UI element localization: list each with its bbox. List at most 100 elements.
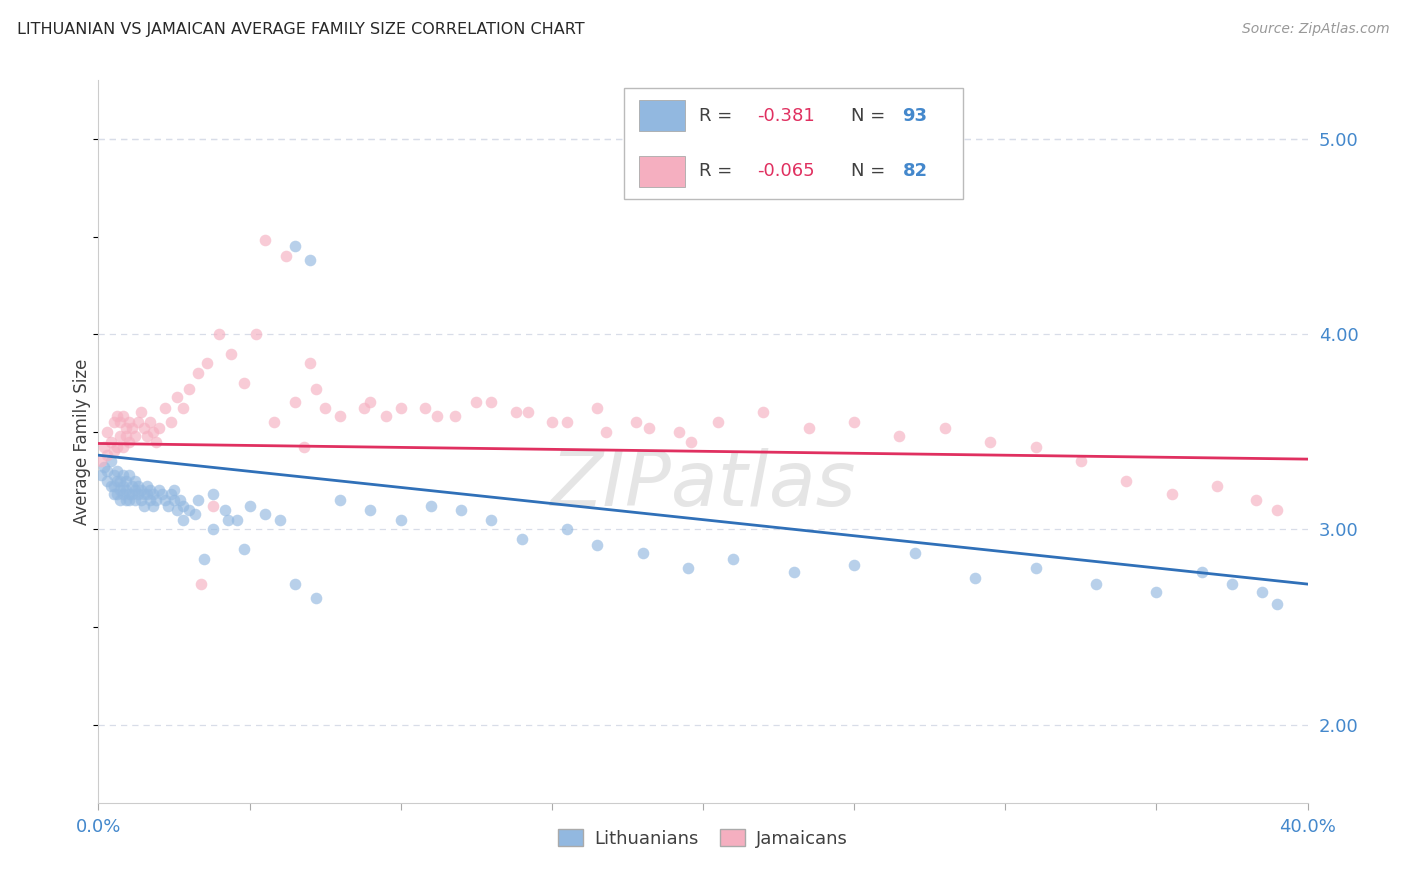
Point <box>202 487 225 501</box>
Point <box>108 428 131 442</box>
Point <box>676 561 699 575</box>
Point <box>1085 577 1108 591</box>
Point <box>305 591 328 605</box>
Text: ZIPatlas: ZIPatlas <box>550 448 856 522</box>
Point <box>245 327 267 342</box>
Point <box>844 415 866 429</box>
Point <box>96 425 118 439</box>
Point <box>965 571 987 585</box>
Point <box>193 551 215 566</box>
Point <box>129 483 152 498</box>
Point <box>668 425 690 439</box>
Point <box>105 464 128 478</box>
Point <box>124 474 146 488</box>
Point <box>105 441 128 455</box>
Point <box>121 421 143 435</box>
FancyBboxPatch shape <box>624 87 963 200</box>
Point <box>108 415 131 429</box>
Point <box>90 454 112 468</box>
Point <box>166 390 188 404</box>
Point <box>172 499 194 513</box>
Point <box>595 425 617 439</box>
Point <box>132 499 155 513</box>
Point <box>263 415 285 429</box>
Y-axis label: Average Family Size: Average Family Size <box>73 359 91 524</box>
Point <box>516 405 538 419</box>
Point <box>124 493 146 508</box>
Point <box>153 493 176 508</box>
Point <box>360 395 382 409</box>
Point <box>190 577 212 591</box>
Point <box>292 441 315 455</box>
Point <box>208 327 231 342</box>
Point <box>979 434 1001 449</box>
Point <box>127 487 149 501</box>
Point <box>253 234 276 248</box>
Point <box>111 487 134 501</box>
Point <box>139 483 162 498</box>
Text: R =: R = <box>699 106 738 125</box>
Point <box>103 487 125 501</box>
Point <box>269 513 291 527</box>
Point <box>184 507 207 521</box>
Point <box>96 464 118 478</box>
Point <box>163 493 186 508</box>
Point <box>187 366 209 380</box>
Point <box>889 428 911 442</box>
Point <box>232 376 254 390</box>
Point <box>142 487 165 501</box>
FancyBboxPatch shape <box>638 156 685 187</box>
Point <box>314 401 336 416</box>
Point <box>127 479 149 493</box>
Point <box>1024 561 1046 575</box>
Point <box>121 479 143 493</box>
Point <box>135 479 157 493</box>
Point <box>114 474 136 488</box>
Point <box>172 513 194 527</box>
Point <box>111 441 134 455</box>
Point <box>1115 474 1137 488</box>
Text: LITHUANIAN VS JAMAICAN AVERAGE FAMILY SIZE CORRELATION CHART: LITHUANIAN VS JAMAICAN AVERAGE FAMILY SI… <box>17 22 585 37</box>
Point <box>444 409 467 424</box>
Point <box>139 493 162 508</box>
Point <box>586 401 609 416</box>
Point <box>481 395 503 409</box>
Point <box>103 479 125 493</box>
Point <box>389 401 412 416</box>
Point <box>118 487 141 501</box>
Text: N =: N = <box>851 106 890 125</box>
Point <box>752 405 775 419</box>
Point <box>121 487 143 501</box>
Point <box>96 474 118 488</box>
Point <box>505 405 527 419</box>
Point <box>329 409 352 424</box>
Point <box>723 551 745 566</box>
Text: Source: ZipAtlas.com: Source: ZipAtlas.com <box>1241 22 1389 37</box>
Point <box>631 546 654 560</box>
Point <box>150 487 173 501</box>
Point <box>934 421 956 435</box>
Point <box>420 499 443 513</box>
Point <box>145 493 167 508</box>
Point <box>172 401 194 416</box>
Point <box>510 532 533 546</box>
Point <box>118 493 141 508</box>
Point <box>100 454 122 468</box>
Point <box>202 499 225 513</box>
Point <box>187 493 209 508</box>
Point <box>1070 454 1092 468</box>
Point <box>108 493 131 508</box>
Point <box>142 425 165 439</box>
Point <box>555 523 578 537</box>
Point <box>93 459 115 474</box>
Point <box>111 467 134 482</box>
Point <box>214 503 236 517</box>
Point <box>103 444 125 458</box>
Point <box>114 428 136 442</box>
Point <box>299 356 322 370</box>
Point <box>626 415 648 429</box>
Point <box>111 409 134 424</box>
Point <box>108 483 131 498</box>
Point <box>105 474 128 488</box>
Point <box>637 421 659 435</box>
